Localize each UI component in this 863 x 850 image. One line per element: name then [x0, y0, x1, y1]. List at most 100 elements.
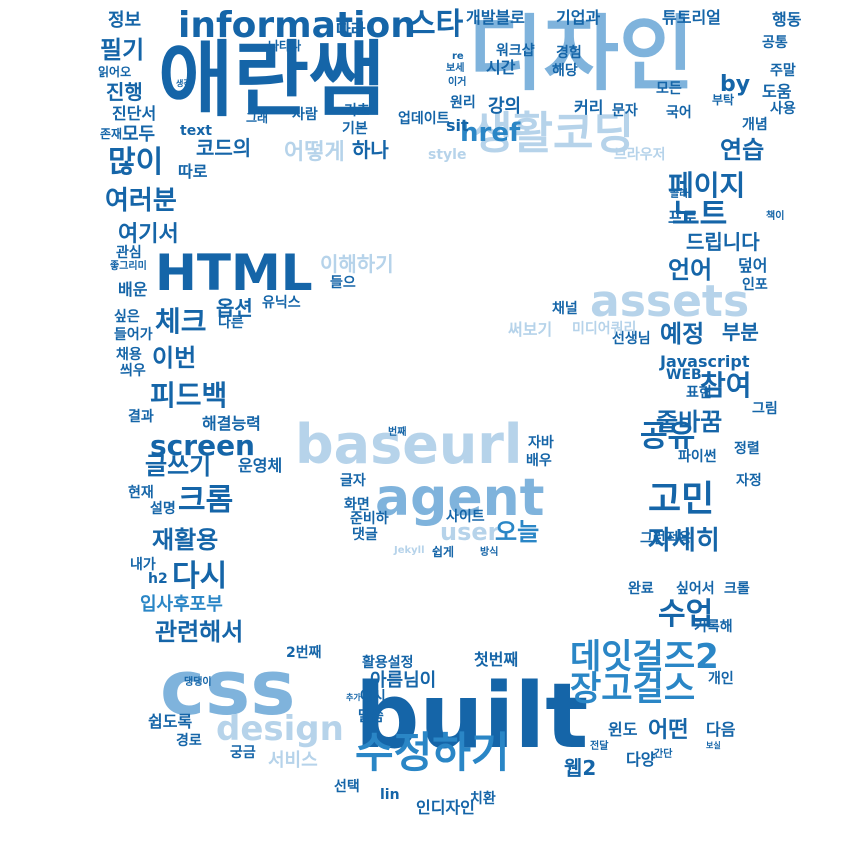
cloud-word: text — [180, 123, 212, 139]
cloud-word: 첫번째 — [474, 650, 519, 669]
cloud-word: screen — [150, 429, 255, 462]
cloud-word: 워크샵 — [496, 43, 535, 59]
cloud-word: 코드의 — [196, 136, 252, 160]
cloud-word: 이해하기 — [320, 252, 394, 276]
cloud-word: 완료 — [628, 581, 654, 597]
cloud-word: 준비하 — [350, 511, 389, 527]
cloud-word: 그런적용 — [640, 531, 692, 547]
cloud-word: 예정 — [660, 320, 705, 348]
cloud-word: 자바 — [528, 435, 554, 451]
cloud-word: 책이 — [766, 211, 785, 222]
cloud-word: 인포 — [742, 277, 768, 293]
cloud-word: 고민 — [648, 479, 715, 520]
cloud-word: 커리 — [574, 98, 604, 117]
cloud-word: 부분 — [722, 320, 759, 344]
cloud-word: 모두 — [122, 124, 156, 145]
cloud-word: 방식 — [480, 547, 499, 558]
cloud-word: 다음 — [706, 720, 736, 739]
cloud-word: 자정 — [736, 473, 762, 489]
cloud-word: 댓글 — [352, 527, 378, 543]
cloud-word: 문자 — [612, 103, 638, 119]
cloud-word: 피드백 — [150, 379, 228, 412]
cloud-word: user — [440, 518, 500, 546]
cloud-word: 서비스 — [268, 750, 318, 771]
cloud-word: 부탁 — [712, 93, 735, 107]
cloud-word: lin — [380, 787, 400, 803]
cloud-word: 운영체 — [238, 456, 283, 475]
cloud-word: 파이썬 — [678, 449, 717, 465]
cloud-word: 해결능력 — [202, 414, 261, 433]
cloud-word: 인디자인 — [416, 798, 475, 817]
cloud-word: 따로 — [178, 162, 208, 181]
cloud-word: 애란쌤 — [158, 33, 385, 128]
cloud-word: 줄바꿈 — [656, 408, 723, 436]
cloud-word: 배우 — [526, 453, 552, 469]
cloud-word: 미디어쿼리 — [572, 321, 637, 337]
cloud-word: information — [178, 5, 416, 46]
cloud-word: 글쓰기 — [145, 452, 212, 480]
cloud-word: 강의 — [488, 96, 522, 117]
cloud-word: 그래 — [246, 111, 269, 125]
cloud-word: 선생님 — [612, 331, 651, 347]
cloud-word: 모든 — [656, 81, 682, 97]
cloud-word: 튜토리얼 — [662, 8, 721, 27]
cloud-word: 오늘 — [495, 518, 540, 546]
cloud-word: 글자 — [340, 473, 366, 489]
cloud-word: agent — [375, 468, 545, 528]
cloud-word: 언어 — [668, 256, 713, 284]
cloud-word: 크롤 — [724, 581, 750, 597]
cloud-word: re — [452, 51, 464, 62]
cloud-word: 쉽도록 — [148, 712, 193, 731]
cloud-word: 궁금 — [230, 745, 256, 761]
cloud-word: style — [428, 147, 467, 163]
cloud-word: 예시 — [360, 689, 386, 705]
cloud-word: css — [160, 643, 296, 732]
cloud-word: 존재 — [100, 127, 123, 141]
cloud-word: Javascript — [660, 352, 750, 371]
cloud-word: 드립니다 — [686, 230, 760, 254]
cloud-word: 데잇걸즈2 — [570, 637, 719, 677]
cloud-word: 다양 — [626, 750, 656, 769]
cloud-word: baseurl — [295, 413, 523, 476]
cloud-word: 관련해서 — [155, 618, 244, 646]
cloud-word: 경험 — [556, 45, 582, 61]
cloud-word: 댕댕이 — [184, 677, 212, 688]
cloud-word: 디자인 — [468, 7, 695, 102]
cloud-word: 진단서 — [112, 104, 157, 123]
cloud-word: 윈도 — [608, 720, 638, 739]
cloud-word: 보세 — [446, 63, 465, 74]
cloud-word: 2번째 — [286, 645, 322, 661]
cloud-word: 정보 — [108, 10, 142, 31]
cloud-word: 개발블로 — [466, 8, 525, 27]
cloud-word: 써보기 — [508, 320, 553, 339]
cloud-word: 많이 — [108, 145, 164, 180]
cloud-word: 정렬 — [734, 441, 760, 457]
cloud-word: 참여 — [700, 369, 752, 402]
cloud-word: 내가 — [130, 557, 156, 573]
cloud-word: 말씀 — [358, 709, 384, 725]
cloud-word: 좋그리미 — [110, 261, 147, 272]
cloud-word: 연습 — [720, 136, 765, 164]
cloud-word: 노트 — [672, 197, 728, 232]
cloud-word: 개인 — [708, 671, 734, 687]
cloud-word: 행동 — [772, 10, 802, 29]
cloud-word: 경로 — [176, 733, 202, 749]
cloud-word: 해당 — [552, 63, 578, 79]
cloud-word: 크롬 — [178, 483, 234, 518]
cloud-word: 현재 — [128, 485, 154, 501]
cloud-word: 기록해 — [694, 619, 733, 635]
cloud-word: sit — [446, 116, 469, 135]
cloud-word: href — [460, 118, 521, 148]
cloud-word: 화면 — [344, 497, 370, 513]
cloud-word: 공통 — [762, 35, 788, 51]
cloud-word: 활용설정 — [362, 655, 414, 671]
cloud-word: 사이트 — [446, 509, 485, 525]
cloud-word: 나타나 — [268, 39, 302, 53]
cloud-word: h2 — [148, 571, 168, 587]
cloud-word: 사람 — [292, 107, 318, 123]
cloud-word: 쉽게 — [432, 545, 455, 559]
cloud-word: 치환 — [470, 791, 496, 807]
cloud-word: 여러분 — [105, 186, 177, 216]
cloud-word: 공유 — [640, 419, 696, 454]
